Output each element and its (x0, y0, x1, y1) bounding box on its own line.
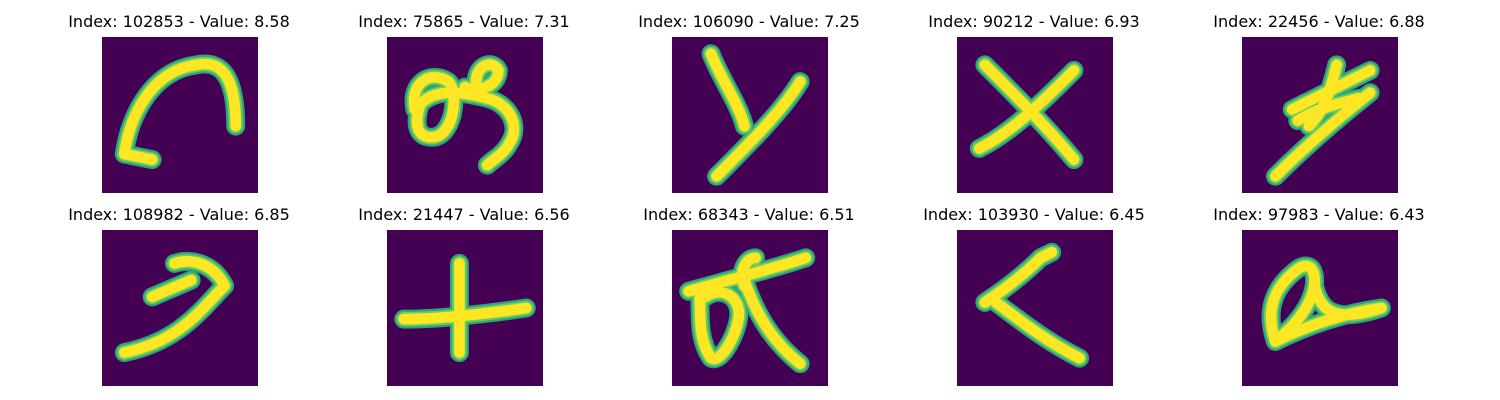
grid-panel: Index: 102853 - Value: 8.58 (37, 12, 321, 202)
glyph-stroke (398, 302, 532, 325)
glyph-image (1242, 37, 1398, 193)
glyph-stroke (459, 59, 504, 95)
glyph-svg (1242, 230, 1398, 386)
glyph-image (957, 37, 1113, 193)
glyph-svg (387, 230, 543, 386)
glyph-image (672, 230, 828, 386)
glyph-image (102, 230, 258, 386)
glyph-image (957, 230, 1113, 386)
glyph-stroke (711, 76, 806, 182)
grid-panel: Index: 75865 - Value: 7.31 (322, 12, 606, 202)
glyph-stroke (1265, 260, 1320, 347)
glyph-stroke (118, 148, 158, 165)
glyph-stroke (694, 285, 745, 364)
glyph-stroke (408, 72, 520, 171)
panel-title: Index: 108982 - Value: 6.85 (68, 205, 290, 224)
glyph-stroke (979, 252, 1046, 308)
glyph-stroke (990, 297, 1085, 364)
glyph-stroke (973, 65, 1080, 154)
glyph-image (387, 230, 543, 386)
panel-title: Index: 90212 - Value: 6.93 (928, 12, 1140, 31)
glyph-image (672, 37, 828, 193)
grid-panel: Index: 103930 - Value: 6.45 (892, 205, 1176, 395)
glyph-stroke (736, 252, 761, 292)
glyph-stroke (118, 280, 230, 358)
glyph-stroke (705, 48, 750, 132)
glyph-image (102, 37, 258, 193)
glyph-svg (102, 230, 258, 386)
panel-title: Index: 102853 - Value: 8.58 (68, 12, 290, 31)
glyph-image (387, 37, 543, 193)
glyph-stroke (1035, 246, 1058, 264)
grid-panel: Index: 106090 - Value: 7.25 (607, 12, 891, 202)
glyph-svg (672, 37, 828, 193)
panel-title: Index: 106090 - Value: 7.25 (638, 12, 860, 31)
panel-title: Index: 97983 - Value: 6.43 (1213, 205, 1425, 224)
glyph-svg (957, 37, 1113, 193)
glyph-svg (1242, 37, 1398, 193)
panel-title: Index: 103930 - Value: 6.45 (923, 205, 1145, 224)
panel-title: Index: 75865 - Value: 7.31 (358, 12, 570, 31)
grid-panel: Index: 97983 - Value: 6.43 (1177, 205, 1461, 395)
glyph-stroke (1309, 280, 1387, 321)
glyph-svg (102, 37, 258, 193)
glyph-svg (672, 230, 828, 386)
grid-panel: Index: 108982 - Value: 6.85 (37, 205, 321, 395)
panel-title: Index: 21447 - Value: 6.56 (358, 205, 570, 224)
glyph-stroke (146, 274, 197, 303)
grid-panel: Index: 68343 - Value: 6.51 (607, 205, 891, 395)
grid-panel: Index: 22456 - Value: 6.88 (1177, 12, 1461, 202)
glyph-stroke (118, 58, 242, 160)
glyph-stroke (1303, 59, 1343, 132)
grid-panel: Index: 90212 - Value: 6.93 (892, 12, 1176, 202)
panel-title: Index: 22456 - Value: 6.88 (1213, 12, 1425, 31)
glyph-svg (387, 37, 543, 193)
glyph-stroke (169, 256, 230, 292)
glyph-svg (957, 230, 1113, 386)
glyph-stroke (739, 274, 806, 370)
grid-panel: Index: 21447 - Value: 6.56 (322, 205, 606, 395)
panel-title: Index: 68343 - Value: 6.51 (643, 205, 855, 224)
glyph-image (1242, 230, 1398, 386)
